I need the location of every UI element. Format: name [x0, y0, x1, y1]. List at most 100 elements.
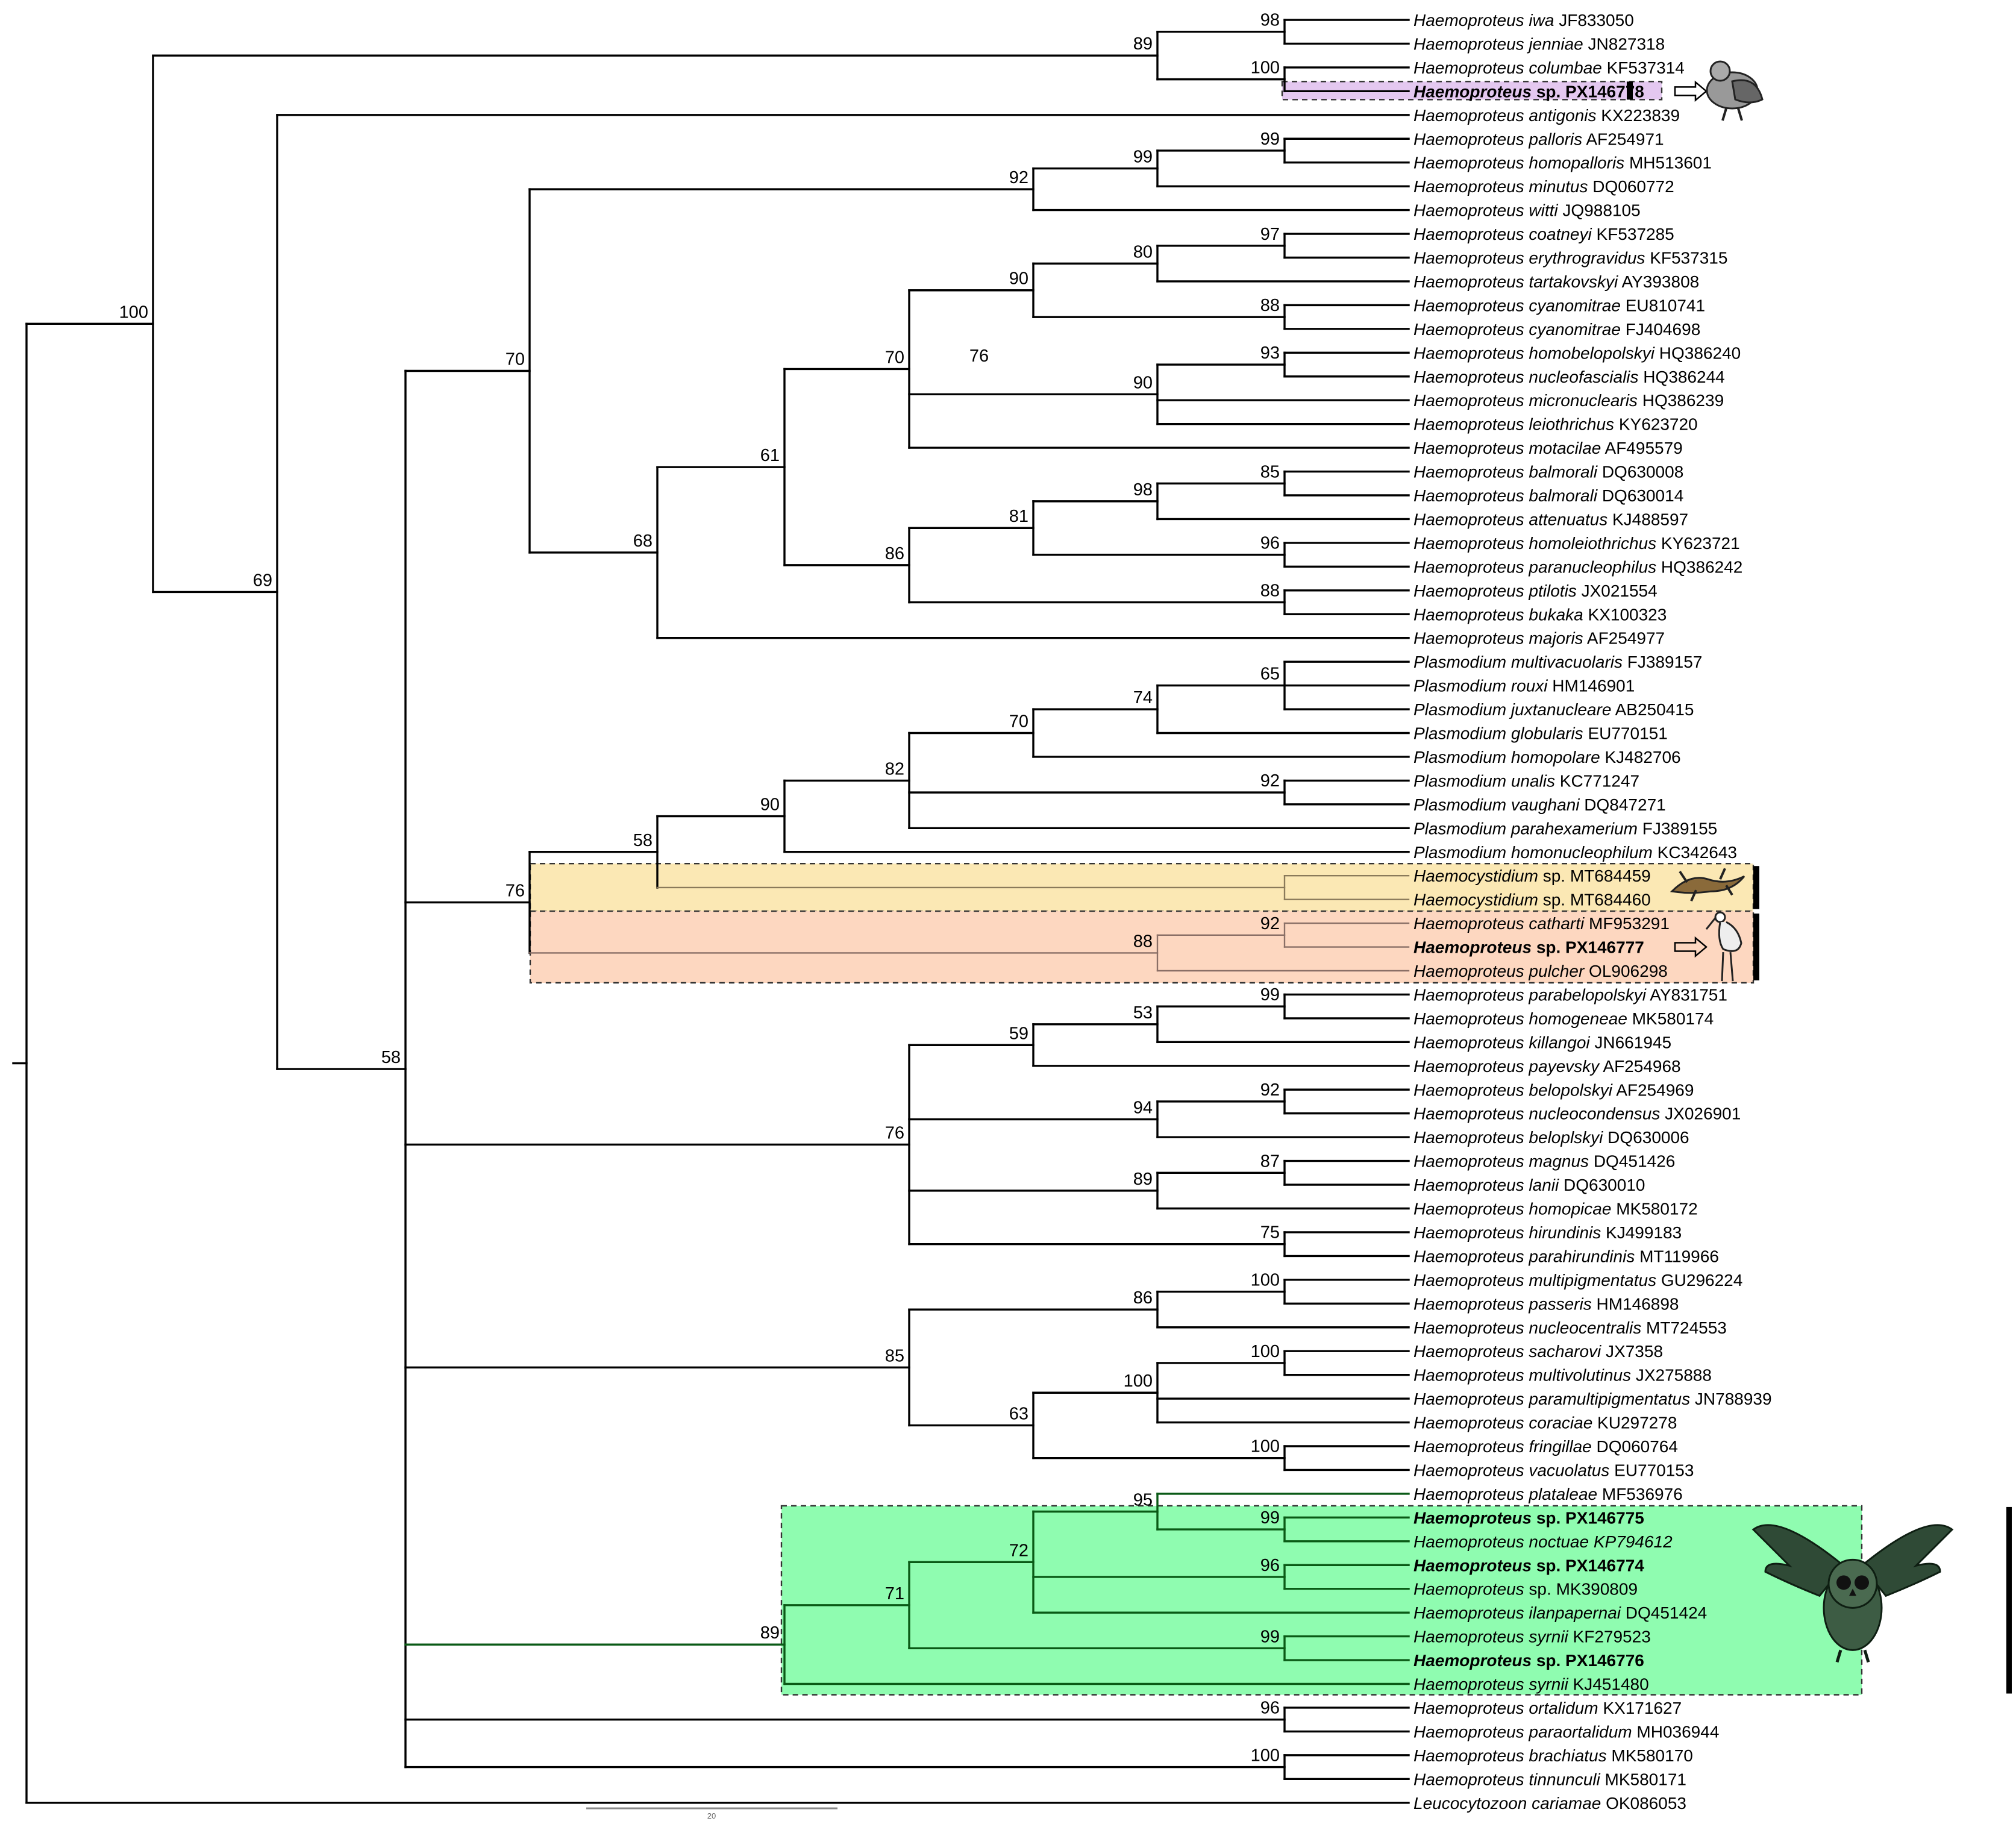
tip-label: Haemoproteus bukaka KX100323 — [1413, 605, 1667, 624]
arrow-icon — [1674, 936, 1708, 958]
tip-accession: AY831751 — [1646, 985, 1727, 1004]
tip-genus: Haemoproteus pulcher — [1413, 962, 1585, 980]
tip-label: Haemoproteus homopalloris MH513601 — [1413, 154, 1712, 172]
tip-labels: Haemoproteus iwa JF833050 Haemoproteus je… — [1413, 11, 1772, 1813]
tip-label: Haemoproteus parahirundinis MT119966 — [1413, 1247, 1719, 1265]
tip-genus: Haemoproteus witti — [1413, 201, 1558, 220]
tip-label: Haemoproteus sp. PX146774 — [1413, 1556, 1644, 1575]
tip-accession: DQ451424 — [1621, 1603, 1707, 1622]
tip-accession: KX223839 — [1597, 106, 1680, 125]
scale-bar: 20 — [586, 1807, 837, 1820]
support-value: 76 — [969, 346, 989, 366]
tip-accession: MH513601 — [1624, 154, 1712, 172]
tip-genus: Haemoproteus passeris — [1413, 1294, 1592, 1313]
support-value: 99 — [1260, 1627, 1280, 1646]
support-value: 98 — [1260, 11, 1280, 30]
support-value: 68 — [633, 531, 653, 551]
tip-genus: Haemoproteus parahirundinis — [1413, 1247, 1635, 1265]
tip-label: Haemoproteus micronuclearis HQ386239 — [1413, 391, 1724, 410]
support-value: 94 — [1133, 1099, 1153, 1118]
support-value: 74 — [1133, 688, 1153, 707]
tip-label: Haemoproteus sp. PX146775 — [1413, 1508, 1644, 1527]
tip-label: Haemoproteus paraortalidum MH036944 — [1413, 1722, 1719, 1741]
tip-genus: Plasmodium homonucleophilum — [1413, 843, 1653, 862]
tip-label: Haemoproteus nucleocondensus JX026901 — [1413, 1105, 1741, 1123]
tip-genus: Haemoproteus killangoi — [1413, 1033, 1590, 1052]
tip-label: Haemoproteus antigonis KX223839 — [1413, 106, 1680, 125]
support-value: 100 — [1251, 1271, 1280, 1290]
tip-sp: sp. — [1524, 1580, 1551, 1599]
tip-label: Haemoproteus cyanomitrae EU810741 — [1413, 296, 1705, 315]
tip-accession: JN788939 — [1690, 1390, 1771, 1408]
tip-label: Haemoproteus homoleiothrichus KY623721 — [1413, 534, 1740, 553]
tip-label: Haemoproteus homogeneae MK580174 — [1413, 1009, 1714, 1028]
tip-accession: DQ630014 — [1597, 486, 1683, 505]
tip-genus: Haemoproteus bukaka — [1413, 605, 1583, 624]
tip-label: Haemoproteus syrnii KF279523 — [1413, 1628, 1651, 1646]
support-value: 90 — [1133, 373, 1153, 392]
tip-label: Haemoproteus catharti MF953291 — [1413, 914, 1670, 933]
clade-highlights — [529, 81, 2012, 1696]
tip-genus: Haemoproteus micronuclearis — [1413, 391, 1638, 410]
tip-accession: KY623720 — [1614, 415, 1698, 434]
tip-accession: HQ386244 — [1639, 368, 1725, 386]
tip-genus: Haemoproteus minutus — [1413, 177, 1588, 196]
tip-genus: Haemoproteus — [1413, 1580, 1524, 1599]
tip-genus: Plasmodium unalis — [1413, 771, 1555, 790]
tip-label: Haemoproteus nucleocentralis MT724553 — [1413, 1318, 1727, 1337]
tip-genus: Plasmodium homopolare — [1413, 748, 1600, 766]
support-value: 100 — [1251, 1746, 1280, 1766]
tip-accession: HQ386239 — [1638, 391, 1724, 410]
tip-accession: KC771247 — [1555, 771, 1639, 790]
tip-accession: MK580171 — [1600, 1770, 1686, 1788]
tip-sp: sp. — [1532, 1651, 1561, 1670]
tip-accession: AY393808 — [1618, 272, 1699, 291]
tip-accession: MH036944 — [1632, 1722, 1720, 1741]
support-value: 89 — [1133, 1170, 1153, 1189]
support-value: 65 — [1260, 665, 1280, 684]
tip-accession: AF254977 — [1583, 629, 1665, 648]
tip-genus: Haemoproteus beloplskyi — [1413, 1128, 1603, 1147]
tip-label: Haemoproteus palloris AF254971 — [1413, 130, 1664, 148]
tip-accession: DQ060772 — [1588, 177, 1674, 196]
support-value: 70 — [885, 348, 904, 367]
tip-label: Haemoproteus leiothrichus KY623720 — [1413, 415, 1698, 434]
tip-accession: GU296224 — [1656, 1271, 1742, 1290]
tip-genus: Leucocytozoon cariamae — [1413, 1794, 1601, 1813]
tip-label: Plasmodium homopolare KJ482706 — [1413, 748, 1681, 766]
tip-label: Haemoproteus ilanpapernai DQ451424 — [1413, 1603, 1707, 1622]
tip-label: Haemoproteus witti JQ988105 — [1413, 201, 1641, 220]
support-value: 88 — [1260, 296, 1280, 315]
stork-clade-bar — [1753, 914, 1759, 980]
support-value: 70 — [1009, 712, 1028, 732]
tip-accession: JX021554 — [1577, 581, 1658, 600]
tip-accession: KX171627 — [1598, 1699, 1682, 1717]
tip-genus: Haemoproteus multivolutinus — [1413, 1366, 1631, 1385]
stork-clade-box — [529, 910, 1755, 984]
tip-genus: Haemoproteus nucleocentralis — [1413, 1318, 1641, 1337]
tip-accession: MF953291 — [1584, 914, 1670, 933]
tip-accession: KJ451480 — [1568, 1675, 1649, 1694]
tip-accession: AB250415 — [1611, 700, 1694, 719]
tip-accession: FJ389157 — [1623, 653, 1702, 671]
tip-label: Haemoproteus beloplskyi DQ630006 — [1413, 1128, 1689, 1147]
tip-accession: PX146774 — [1561, 1556, 1644, 1575]
tip-label: Haemoproteus fringillae DQ060764 — [1413, 1437, 1678, 1456]
tip-label: Haemoproteus pulcher OL906298 — [1413, 962, 1668, 980]
tip-accession: PX146775 — [1561, 1508, 1644, 1527]
tip-label: Haemoproteus homopicae MK580172 — [1413, 1200, 1698, 1218]
support-value: 100 — [1251, 1437, 1280, 1456]
tip-genus: Haemoproteus ptilotis — [1413, 581, 1577, 600]
tip-sp: sp. — [1532, 82, 1561, 101]
tip-accession: DQ060764 — [1592, 1437, 1678, 1456]
support-value: 93 — [1260, 343, 1280, 363]
tip-label: Haemoproteus sp. PX146777 — [1413, 938, 1644, 957]
tip-accession: OK086053 — [1601, 1794, 1686, 1813]
tip-accession: KP794612 — [1589, 1532, 1673, 1551]
support-value: 76 — [506, 882, 525, 901]
tip-genus: Haemoproteus noctuae — [1413, 1532, 1589, 1551]
tip-genus: Haemocystidium — [1413, 867, 1538, 885]
tip-accession: MK390809 — [1551, 1580, 1638, 1599]
tip-label: Haemoproteus vacuolatus EU770153 — [1413, 1461, 1694, 1479]
